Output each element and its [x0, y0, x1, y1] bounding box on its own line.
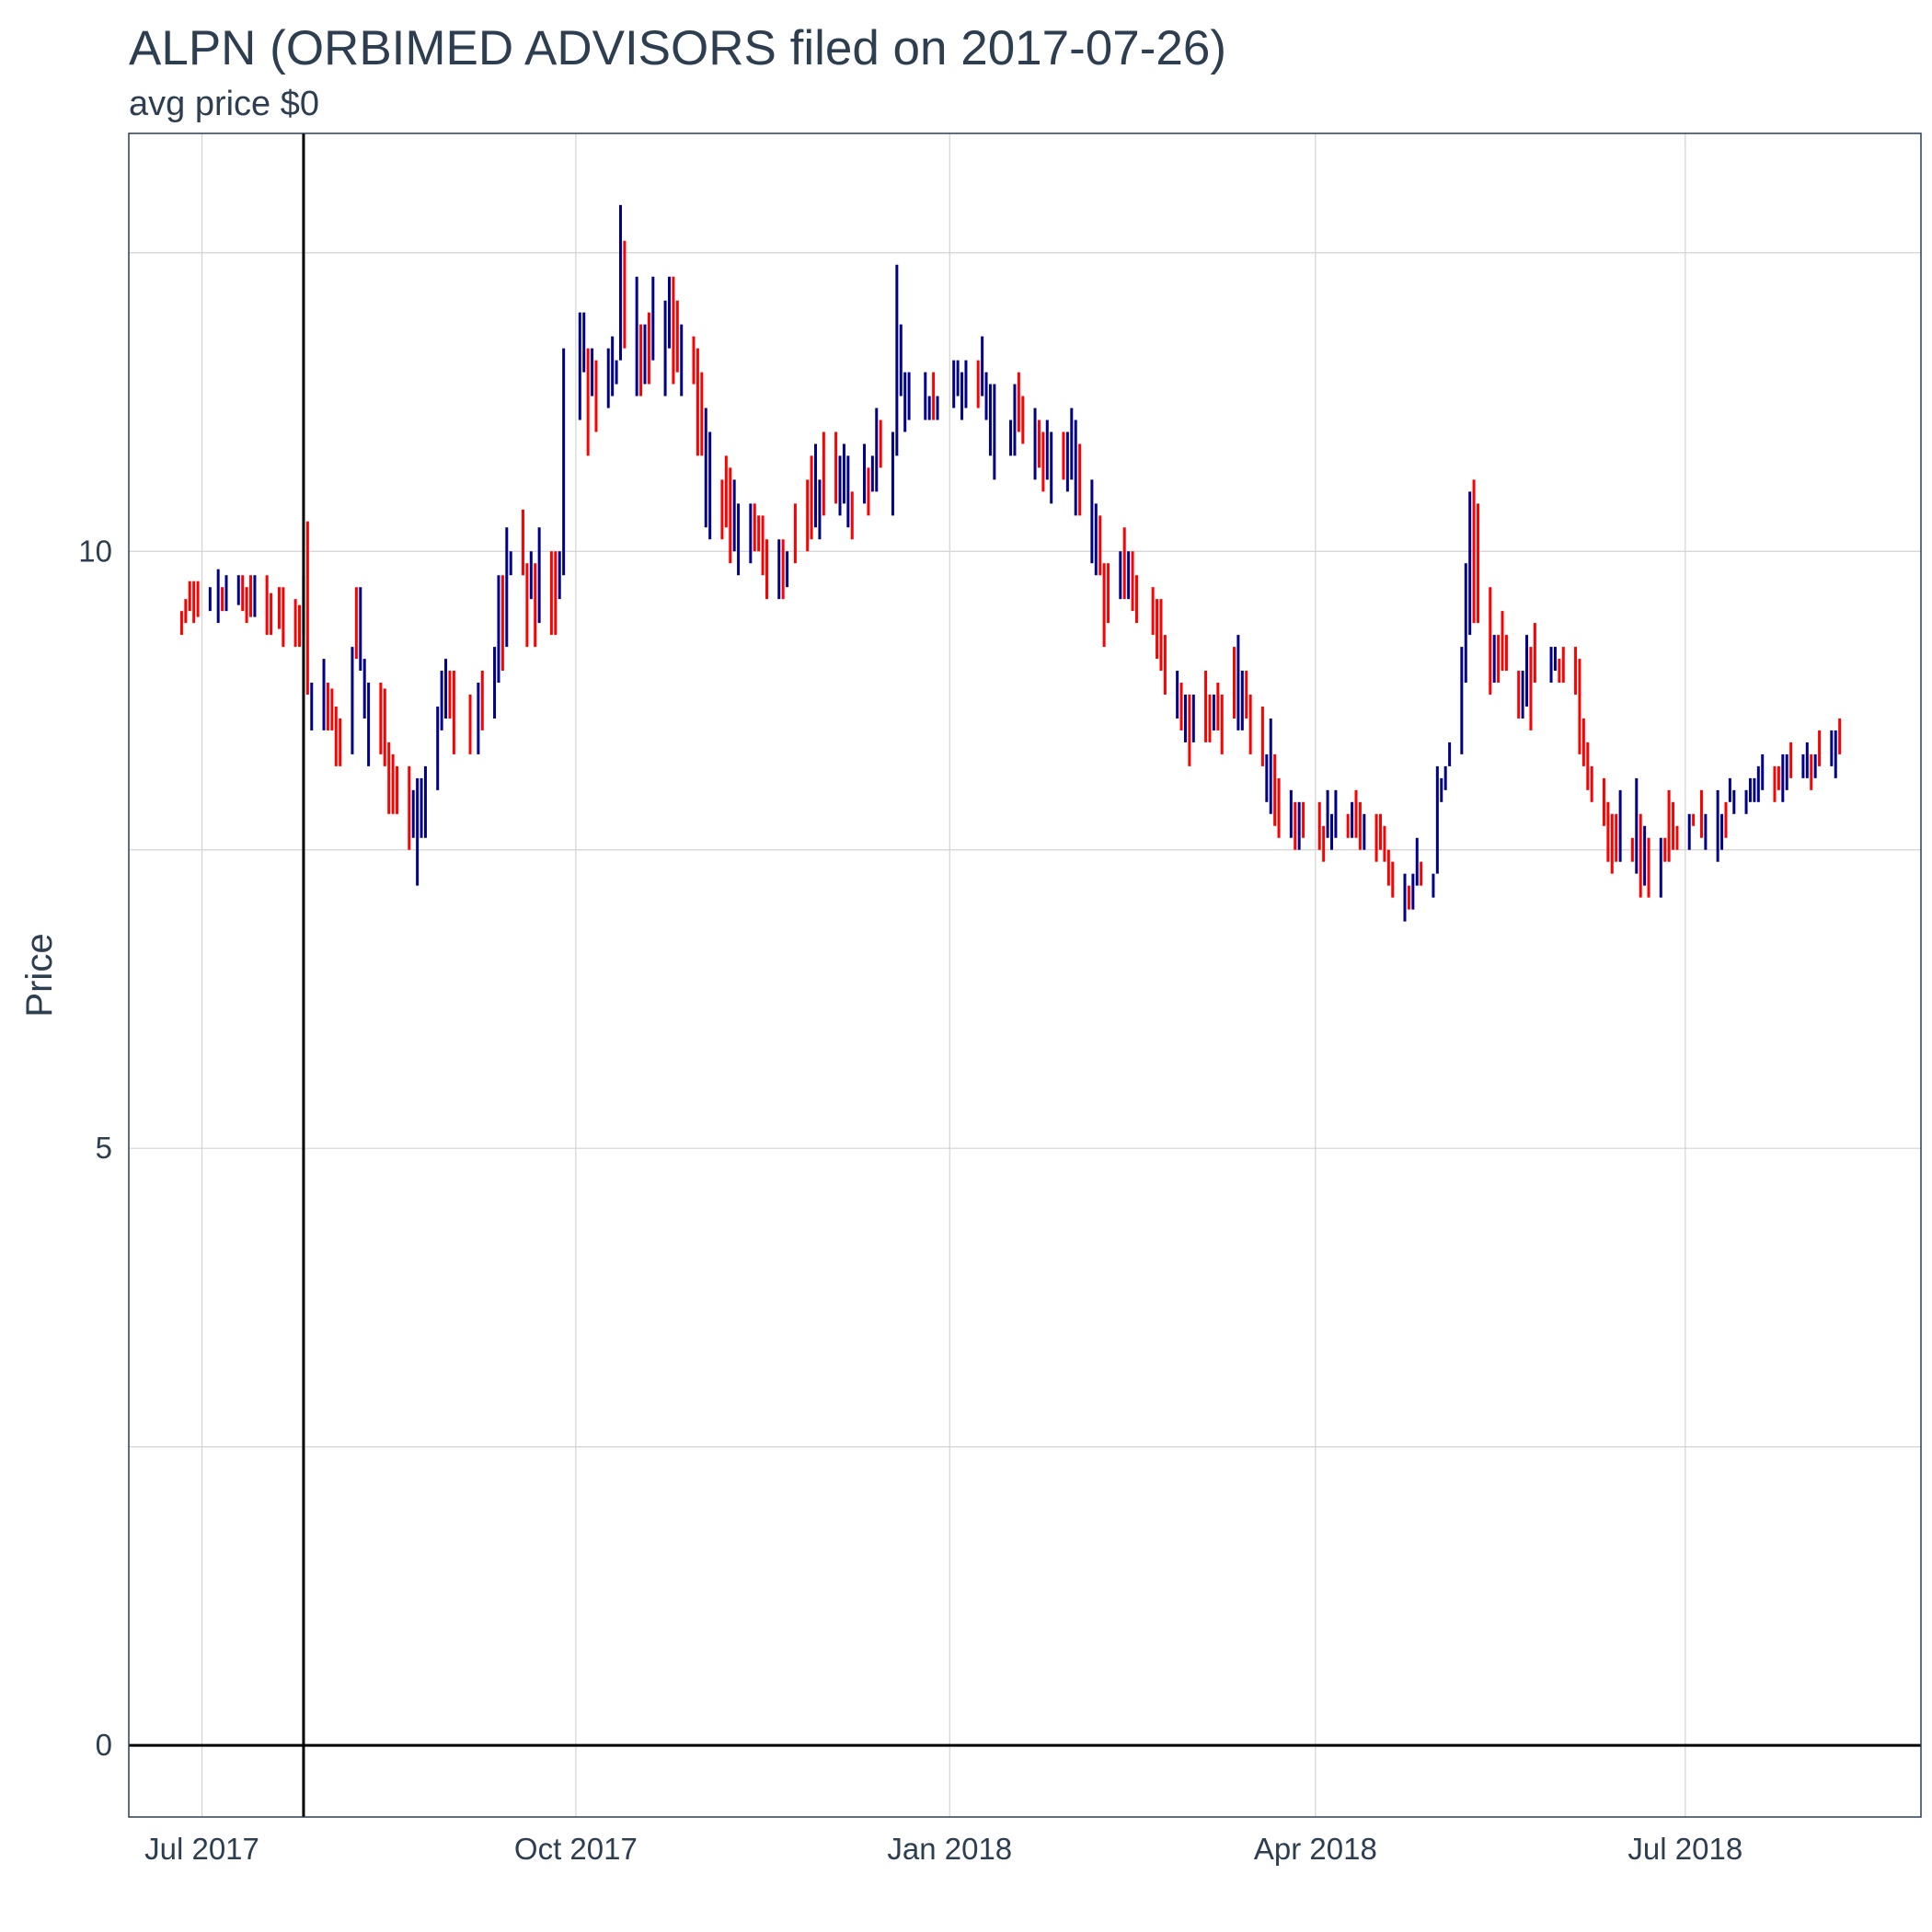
chart-subtitle: avg price $0 — [129, 85, 320, 123]
reference-lines — [129, 133, 1921, 1817]
y-tick-label: 0 — [96, 1728, 112, 1762]
x-tick-label: Jul 2017 — [144, 1832, 259, 1866]
plot-panel — [129, 133, 1921, 1817]
chart-title: ALPN (ORBIMED ADVISORS filed on 2017-07-… — [129, 21, 1226, 75]
x-tick-label: Jul 2018 — [1627, 1832, 1742, 1866]
x-tick-label: Oct 2017 — [514, 1832, 638, 1866]
y-tick-label: 10 — [78, 534, 112, 568]
y-axis: 0 5 10 — [78, 534, 112, 1762]
plot-border — [128, 132, 1922, 1818]
price-bars — [179, 204, 1842, 922]
y-tick-label: 5 — [96, 1131, 112, 1165]
y-axis-title: Price — [19, 933, 60, 1017]
x-axis: Jul 2017 Oct 2017 Jan 2018 Apr 2018 Jul 2018 — [144, 1832, 1742, 1866]
x-tick-label: Apr 2018 — [1254, 1832, 1377, 1866]
x-tick-label: Jan 2018 — [887, 1832, 1012, 1866]
